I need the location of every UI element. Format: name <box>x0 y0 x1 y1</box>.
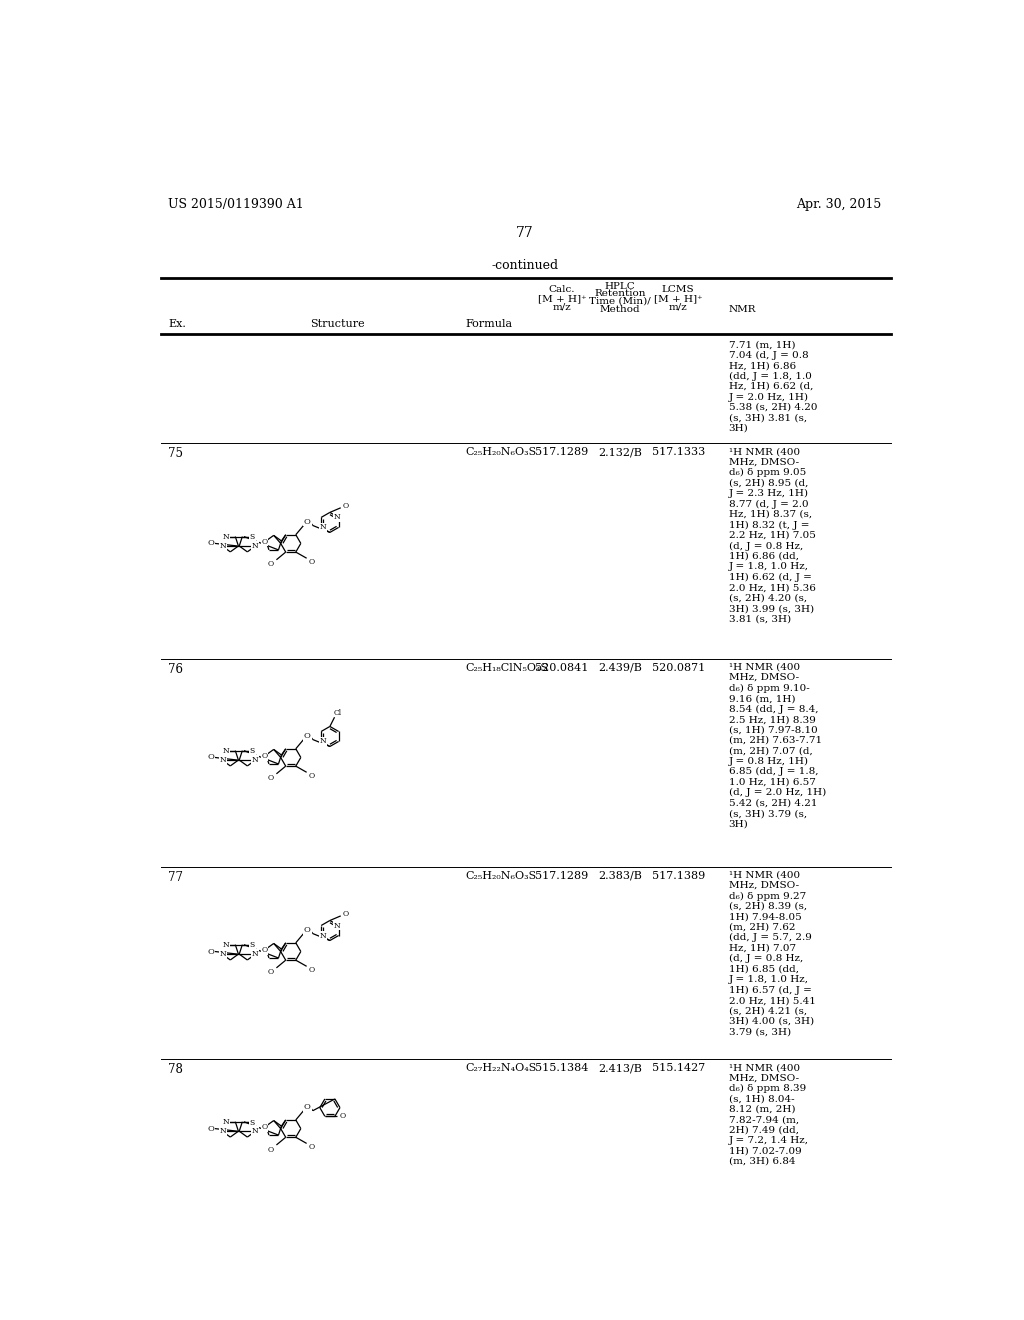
Text: O: O <box>268 561 274 569</box>
Text: 517.1333: 517.1333 <box>651 447 705 457</box>
Text: S: S <box>250 1118 255 1126</box>
Text: N: N <box>222 532 229 541</box>
Text: C₂₅H₂₀N₆O₃S: C₂₅H₂₀N₆O₃S <box>465 871 537 880</box>
Text: US 2015/0119390 A1: US 2015/0119390 A1 <box>168 198 304 211</box>
Text: S: S <box>250 747 255 755</box>
Text: 78: 78 <box>168 1063 183 1076</box>
Text: 517.1289: 517.1289 <box>536 447 589 457</box>
Text: N: N <box>251 950 258 958</box>
Text: Cl: Cl <box>334 709 342 717</box>
Text: N: N <box>219 950 226 958</box>
Text: ¹H NMR (400
MHz, DMSO-
d₆) δ ppm 9.10-
9.16 (m, 1H)
8.54 (dd, J = 8.4,
2.5 Hz, 1: ¹H NMR (400 MHz, DMSO- d₆) δ ppm 9.10- 9… <box>729 663 826 829</box>
Text: S: S <box>250 941 255 949</box>
Text: 517.1289: 517.1289 <box>536 871 589 880</box>
Text: [M + H]⁺: [M + H]⁺ <box>538 294 587 302</box>
Text: O: O <box>343 502 349 511</box>
Text: 515.1427: 515.1427 <box>651 1063 705 1073</box>
Text: O: O <box>304 731 311 739</box>
Text: N: N <box>319 524 326 532</box>
Text: O: O <box>208 754 214 762</box>
Text: m/z: m/z <box>669 302 688 312</box>
Text: O: O <box>208 540 214 548</box>
Text: -continued: -continued <box>492 259 558 272</box>
Text: Formula: Formula <box>465 319 512 330</box>
Text: O: O <box>208 948 214 956</box>
Text: N: N <box>334 921 340 929</box>
Text: Method: Method <box>600 305 640 314</box>
Text: N: N <box>251 543 258 550</box>
Text: C₂₅H₂₀N₆O₃S: C₂₅H₂₀N₆O₃S <box>465 447 537 457</box>
Text: O: O <box>268 1146 274 1154</box>
Text: O: O <box>308 1143 314 1151</box>
Text: O: O <box>261 1123 267 1131</box>
Text: O: O <box>268 969 274 977</box>
Text: 2.439/B: 2.439/B <box>598 663 642 673</box>
Text: Structure: Structure <box>310 319 365 330</box>
Text: O: O <box>308 966 314 974</box>
Text: ¹H NMR (400
MHz, DMSO-
d₆) δ ppm 8.39
(s, 1H) 8.04-
8.12 (m, 2H)
7.82-7.94 (m,
2: ¹H NMR (400 MHz, DMSO- d₆) δ ppm 8.39 (s… <box>729 1063 809 1166</box>
Text: N: N <box>222 1118 229 1126</box>
Text: 2.383/B: 2.383/B <box>598 871 642 880</box>
Text: C₂₇H₂₂N₄O₄S: C₂₇H₂₂N₄O₄S <box>465 1063 537 1073</box>
Text: N: N <box>319 738 326 746</box>
Text: O: O <box>308 558 314 566</box>
Text: 76: 76 <box>168 663 183 676</box>
Text: Calc.: Calc. <box>549 285 575 294</box>
Text: HPLC: HPLC <box>605 281 636 290</box>
Text: N: N <box>219 543 226 550</box>
Text: O: O <box>304 925 311 933</box>
Text: O: O <box>308 772 314 780</box>
Text: 517.1389: 517.1389 <box>651 871 705 880</box>
Text: O: O <box>208 1125 214 1133</box>
Text: N: N <box>319 932 326 940</box>
Text: N: N <box>219 756 226 764</box>
Text: Time (Min)/: Time (Min)/ <box>589 297 651 306</box>
Text: O: O <box>261 752 267 760</box>
Text: 77: 77 <box>516 226 534 240</box>
Text: O: O <box>340 1113 346 1121</box>
Text: S: S <box>250 533 255 541</box>
Text: m/z: m/z <box>553 302 571 312</box>
Text: N: N <box>251 756 258 764</box>
Text: Apr. 30, 2015: Apr. 30, 2015 <box>796 198 882 211</box>
Text: 7.71 (m, 1H)
7.04 (d, J = 0.8
Hz, 1H) 6.86
(dd, J = 1.8, 1.0
Hz, 1H) 6.62 (d,
J : 7.71 (m, 1H) 7.04 (d, J = 0.8 Hz, 1H) 6.… <box>729 341 817 433</box>
Text: ¹H NMR (400
MHz, DMSO-
d₆) δ ppm 9.27
(s, 2H) 8.39 (s,
1H) 7.94-8.05
(m, 2H) 7.6: ¹H NMR (400 MHz, DMSO- d₆) δ ppm 9.27 (s… <box>729 871 815 1036</box>
Text: O: O <box>261 946 267 954</box>
Text: N: N <box>251 1127 258 1135</box>
Text: [M + H]⁺: [M + H]⁺ <box>654 294 702 302</box>
Text: 520.0841: 520.0841 <box>536 663 589 673</box>
Text: O: O <box>343 911 349 919</box>
Text: N: N <box>334 513 340 521</box>
Text: N: N <box>222 747 229 755</box>
Text: 515.1384: 515.1384 <box>536 1063 589 1073</box>
Text: O: O <box>268 775 274 783</box>
Text: O: O <box>304 1102 311 1111</box>
Text: Retention: Retention <box>594 289 646 298</box>
Text: C₂₅H₁₈ClN₅O₄S: C₂₅H₁₈ClN₅O₄S <box>465 663 548 673</box>
Text: LCMS: LCMS <box>662 285 694 294</box>
Text: N: N <box>219 1127 226 1135</box>
Text: 2.132/B: 2.132/B <box>598 447 642 457</box>
Text: 77: 77 <box>168 871 183 883</box>
Text: ¹H NMR (400
MHz, DMSO-
d₆) δ ppm 9.05
(s, 2H) 8.95 (d,
J = 2.3 Hz, 1H)
8.77 (d, : ¹H NMR (400 MHz, DMSO- d₆) δ ppm 9.05 (s… <box>729 447 815 623</box>
Text: O: O <box>261 537 267 545</box>
Text: NMR: NMR <box>729 305 756 314</box>
Text: O: O <box>304 517 311 525</box>
Text: 75: 75 <box>168 447 183 461</box>
Text: N: N <box>222 941 229 949</box>
Text: 2.413/B: 2.413/B <box>598 1063 642 1073</box>
Text: Ex.: Ex. <box>168 319 186 330</box>
Text: 520.0871: 520.0871 <box>651 663 705 673</box>
